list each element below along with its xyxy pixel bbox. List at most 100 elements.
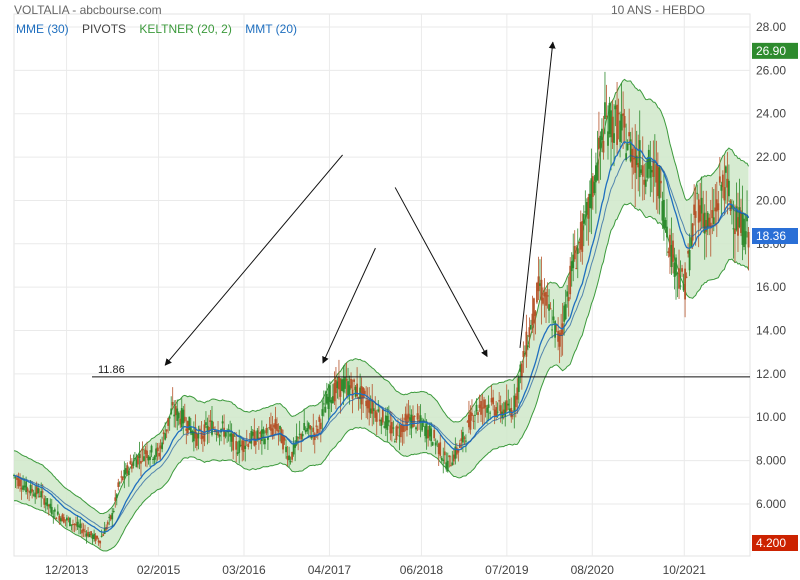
candle-body	[147, 456, 150, 461]
legend-keltner[interactable]: KELTNER (20, 2)	[139, 22, 232, 36]
candle-body	[322, 403, 325, 405]
candle-body	[437, 443, 440, 455]
candle-body	[735, 206, 738, 230]
candle-body	[159, 445, 162, 449]
candle-body	[28, 491, 31, 493]
candle-body	[602, 140, 605, 153]
candle-body	[659, 180, 662, 184]
candle-body	[477, 412, 479, 416]
candle-body	[566, 291, 569, 297]
candle-body	[622, 113, 625, 116]
candle-body	[551, 329, 553, 331]
candle-body	[537, 276, 540, 292]
candle-body	[375, 412, 378, 422]
candle-body	[632, 157, 635, 160]
legend-mme[interactable]: MME (30)	[16, 22, 69, 36]
candle-body	[699, 205, 702, 222]
candle-body	[328, 385, 331, 402]
candle-body	[466, 421, 469, 423]
candle-body	[350, 378, 352, 389]
candle-body	[69, 517, 71, 526]
candle-body	[398, 435, 401, 437]
candle-body	[443, 451, 446, 456]
candle-body	[540, 279, 543, 301]
candle-body	[211, 420, 213, 435]
candle-body	[268, 427, 271, 429]
candle-body	[167, 418, 170, 426]
low-badge-bg	[752, 534, 798, 551]
candle-body	[493, 409, 496, 416]
legend-mmt[interactable]: MMT (20)	[245, 22, 297, 36]
candle-body	[242, 440, 245, 452]
candle-body	[596, 162, 599, 181]
candle-body	[325, 393, 328, 404]
legend-pivots[interactable]: PIVOTS	[82, 22, 127, 36]
candle-body	[661, 201, 664, 221]
candle-body	[100, 535, 103, 537]
candle-body	[265, 428, 268, 434]
candle-body	[734, 228, 736, 235]
candle-body	[584, 211, 587, 213]
candle-body	[390, 422, 393, 434]
mmt-line	[13, 154, 749, 529]
candle-body	[416, 413, 419, 420]
candle-body	[517, 376, 520, 392]
candle-body	[161, 442, 164, 450]
candle-body	[319, 422, 322, 430]
candle-body	[487, 404, 490, 408]
candle-body	[47, 504, 50, 507]
candle-body	[152, 458, 154, 461]
last-price-badge: 18.36	[756, 229, 786, 243]
candle-body	[548, 304, 550, 311]
candle-body	[377, 409, 380, 412]
candle-body	[614, 105, 617, 110]
candle-body	[274, 419, 277, 429]
candle-body	[97, 540, 100, 543]
candle-body	[230, 433, 233, 442]
candle-body	[332, 396, 334, 404]
candle-body	[638, 140, 641, 178]
candle-body	[300, 434, 303, 440]
candle-body	[433, 430, 436, 439]
candle-body	[543, 292, 546, 297]
candle-body	[386, 416, 389, 430]
candle-body	[26, 488, 29, 492]
candle-body	[585, 202, 588, 215]
candle-body	[634, 147, 637, 173]
candle-body	[173, 414, 176, 417]
candle-body	[643, 179, 646, 185]
candle-body	[93, 533, 96, 540]
candle-body	[66, 517, 68, 521]
candle-body	[22, 485, 24, 490]
candle-body	[598, 137, 600, 150]
candle-body	[449, 465, 452, 467]
y-tick-label: 20.00	[756, 193, 786, 207]
candle-body	[616, 104, 618, 145]
candle-body	[617, 112, 620, 115]
candlesticks	[13, 71, 750, 549]
candle-body	[623, 115, 626, 128]
candle-body	[555, 324, 558, 326]
candle-body	[307, 423, 310, 429]
candle-body	[681, 268, 683, 272]
candle-body	[127, 470, 130, 476]
candle-body	[743, 218, 745, 248]
candle-body	[206, 425, 209, 433]
candle-body	[445, 462, 448, 470]
candle-body	[732, 228, 735, 230]
annotation-arrows	[164, 41, 556, 366]
candle-body	[50, 506, 53, 515]
y-tick-label: 8.000	[756, 454, 786, 468]
candle-body	[670, 244, 673, 268]
candle-body	[120, 476, 123, 478]
candle-body	[90, 531, 92, 536]
candle-body	[195, 433, 198, 446]
candle-body	[560, 329, 563, 336]
candle-body	[403, 424, 405, 432]
candle-body	[708, 217, 711, 227]
candle-body	[288, 455, 290, 461]
candle-body	[235, 441, 238, 450]
candle-body	[392, 427, 395, 429]
candle-body	[368, 399, 371, 413]
x-tick-label: 06/2018	[400, 563, 444, 577]
